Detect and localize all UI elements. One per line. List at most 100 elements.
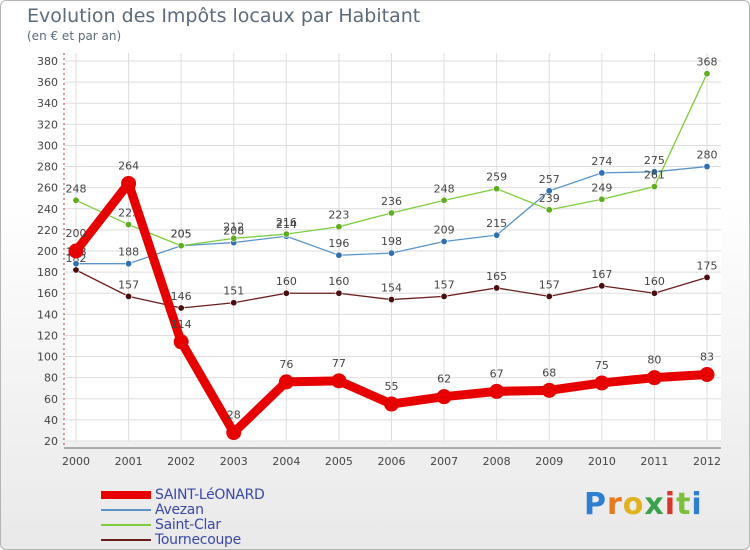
y-tick-label: 360 — [37, 76, 58, 89]
data-label-0: 62 — [437, 373, 451, 386]
data-label-0: 28 — [227, 409, 241, 422]
x-tick-label: 2004 — [272, 455, 300, 468]
data-label-3: 160 — [644, 275, 665, 288]
data-point-3 — [493, 284, 501, 292]
data-point-2 — [703, 70, 711, 78]
data-point-2 — [335, 223, 343, 231]
x-tick-label: 2007 — [430, 455, 458, 468]
data-point-0 — [384, 396, 399, 412]
data-label-2: 223 — [328, 209, 349, 222]
data-point-3 — [282, 289, 290, 297]
data-label-3: 157 — [539, 278, 560, 291]
data-point-2 — [493, 185, 501, 193]
y-tick-label: 60 — [44, 393, 58, 406]
data-label-2: 236 — [381, 195, 402, 208]
data-point-3 — [72, 266, 80, 274]
data-point-3 — [703, 273, 711, 281]
y-tick-label: 320 — [37, 118, 58, 131]
data-label-3: 175 — [697, 259, 718, 272]
data-point-0 — [331, 373, 347, 389]
x-tick-label: 2011 — [640, 455, 668, 468]
legend-label-avezan: Avezan — [155, 501, 204, 518]
data-point-2 — [650, 183, 658, 191]
data-point-2 — [440, 196, 448, 204]
data-point-0 — [226, 425, 242, 441]
y-tick-label: 220 — [37, 224, 58, 237]
data-label-0: 77 — [332, 357, 346, 370]
data-point-0 — [646, 370, 662, 386]
data-label-1: 205 — [171, 228, 192, 241]
data-point-1 — [440, 238, 448, 246]
legend-item-tournecoupe: Tournecoupe — [101, 531, 265, 548]
data-label-1: 275 — [644, 154, 665, 167]
plot-area — [64, 53, 721, 441]
data-label-2: 239 — [539, 192, 560, 205]
data-label-1: 215 — [486, 217, 507, 230]
data-label-2: 248 — [434, 182, 455, 195]
y-tick-label: 260 — [37, 182, 58, 195]
data-point-2 — [72, 196, 80, 204]
data-label-0: 80 — [647, 354, 661, 367]
data-label-0: 200 — [66, 227, 87, 240]
data-point-0 — [699, 367, 715, 382]
legend-label-saint-leonard: SAINT-LéONARD — [155, 486, 265, 503]
data-point-1 — [335, 251, 343, 259]
data-point-0 — [121, 175, 137, 191]
x-tick-label: 2005 — [325, 455, 353, 468]
data-point-2 — [125, 221, 133, 229]
chart-subtitle: (en € et par an) — [27, 29, 122, 43]
data-point-1 — [650, 168, 658, 176]
data-label-1: 208 — [223, 225, 244, 238]
x-tick-label: 2008 — [483, 455, 511, 468]
data-point-3 — [598, 282, 606, 290]
y-tick-label: 280 — [37, 161, 58, 174]
data-point-0 — [594, 375, 610, 391]
legend-swatch-tournecoupe — [101, 538, 151, 541]
data-point-1 — [598, 169, 606, 177]
y-tick-label: 160 — [37, 287, 58, 300]
data-point-0 — [278, 374, 294, 390]
data-label-2: 212 — [223, 220, 244, 233]
data-point-2 — [230, 234, 238, 242]
data-label-1: 214 — [276, 218, 297, 231]
x-tick-label: 2003 — [220, 455, 248, 468]
data-label-0: 264 — [118, 159, 139, 172]
data-point-3 — [125, 292, 133, 300]
legend-label-saint-clar: Saint-Clar — [155, 516, 221, 533]
data-label-1: 280 — [697, 149, 718, 162]
data-label-1: 196 — [328, 237, 349, 250]
data-point-3 — [230, 299, 238, 307]
data-label-3: 167 — [591, 268, 612, 281]
y-tick-label: 300 — [37, 139, 58, 152]
data-point-3 — [650, 289, 658, 297]
data-label-1: 209 — [434, 224, 455, 237]
data-point-2 — [387, 209, 395, 217]
data-point-0 — [68, 243, 84, 259]
data-label-0: 83 — [700, 351, 714, 364]
data-point-1 — [545, 187, 553, 195]
legend-item-saint-clar: Saint-Clar — [101, 516, 265, 533]
data-point-0 — [436, 389, 452, 405]
legend-label-tournecoupe: Tournecoupe — [155, 531, 241, 548]
data-label-0: 68 — [542, 366, 556, 379]
data-label-3: 157 — [118, 278, 139, 291]
legend-item-avezan: Avezan — [101, 501, 265, 518]
data-label-2: 249 — [591, 181, 612, 194]
data-label-0: 55 — [385, 380, 399, 393]
data-point-3 — [335, 289, 343, 297]
legend-swatch-saint-clar — [101, 523, 151, 526]
data-label-0: 76 — [279, 358, 293, 371]
y-tick-label: 140 — [37, 308, 58, 321]
data-label-0: 114 — [171, 318, 192, 331]
data-label-2: 259 — [486, 171, 507, 184]
y-tick-label: 240 — [37, 203, 58, 216]
y-tick-label: 80 — [44, 372, 58, 385]
y-tick-label: 380 — [37, 55, 58, 68]
data-label-1: 198 — [381, 235, 402, 248]
x-tick-label: 2002 — [167, 455, 195, 468]
data-point-2 — [282, 230, 290, 238]
y-tick-label: 20 — [44, 435, 58, 448]
data-point-1 — [493, 231, 501, 239]
